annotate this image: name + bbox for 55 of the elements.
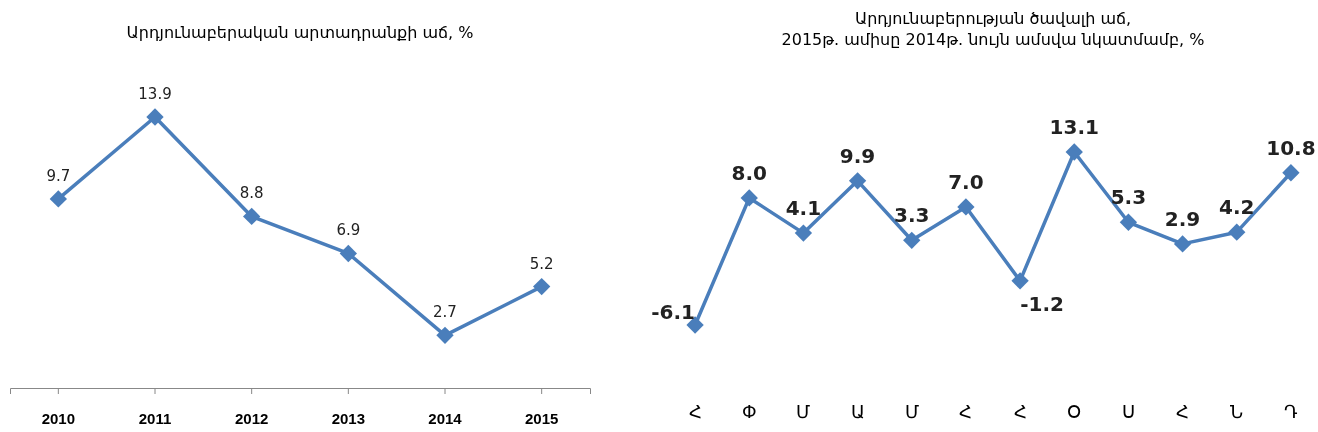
data-label: 2.9 xyxy=(1164,206,1201,231)
point xyxy=(1119,213,1138,231)
data-label: 13.1 xyxy=(1049,115,1099,139)
data-label: 5.3 xyxy=(1110,185,1147,210)
point xyxy=(903,231,921,249)
x-tick-label: Ս xyxy=(1121,402,1135,422)
x-tick-label: Հ xyxy=(959,402,973,422)
data-label: 6.9 xyxy=(336,221,361,240)
data-label: 4.1 xyxy=(785,196,822,221)
point xyxy=(1011,272,1029,290)
point xyxy=(957,198,975,216)
x-tick-label: Հ xyxy=(1176,402,1190,422)
data-label: 8.0 xyxy=(731,160,767,185)
point xyxy=(1065,143,1083,161)
point xyxy=(339,244,357,263)
x-tick-label: 2012 xyxy=(234,410,269,427)
x-tick-label: Հ xyxy=(1013,402,1027,422)
data-label: -1.2 xyxy=(1020,291,1064,316)
x-tick-label: Մ xyxy=(904,402,919,422)
point xyxy=(1282,164,1300,182)
data-label: -6.1 xyxy=(651,300,695,324)
x-tick-label: 2014 xyxy=(428,410,463,427)
data-label: 10.8 xyxy=(1266,135,1316,160)
x-tick-label: 2015 xyxy=(524,410,559,427)
x-tick-label: 2011 xyxy=(138,410,172,427)
data-label: 5.2 xyxy=(529,254,554,273)
x-tick-label: Օ xyxy=(1067,402,1082,422)
data-label: 13.9 xyxy=(138,85,172,103)
point xyxy=(794,224,813,242)
x-tick-label: Փ xyxy=(741,402,757,422)
point xyxy=(1228,223,1246,241)
point xyxy=(848,172,867,190)
x-tick-label: Ա xyxy=(850,402,865,422)
point xyxy=(243,207,261,226)
data-label: 8.8 xyxy=(239,184,264,203)
data-label: 7.0 xyxy=(948,169,984,194)
point xyxy=(436,326,454,345)
point xyxy=(740,189,758,207)
x-tick-label: 2010 xyxy=(41,410,76,427)
data-label: 9.7 xyxy=(46,166,71,185)
x-tick-label: Ն xyxy=(1230,402,1244,422)
point xyxy=(49,190,67,208)
data-label: 9.9 xyxy=(839,143,876,168)
x-tick-label: Դ xyxy=(1283,402,1298,422)
data-label: 4.2 xyxy=(1219,195,1255,220)
data-label: 2.7 xyxy=(433,303,457,322)
x-tick-label: 2013 xyxy=(331,410,366,427)
x-tick-label: Հ xyxy=(688,402,702,422)
x-tick-label: Մ xyxy=(796,402,811,422)
chart-title: Արդյունաբերության ծավալի աճ, 2015թ. ամիսը 2014թ. նույն ամսվա նկատմամբ, % xyxy=(781,9,1205,49)
data-label: 3.3 xyxy=(894,203,930,228)
point xyxy=(1173,235,1192,253)
chart-title: Արդյունաբերական արտադրանքի աճ, % xyxy=(126,23,474,42)
point xyxy=(146,108,164,126)
point xyxy=(533,277,551,296)
